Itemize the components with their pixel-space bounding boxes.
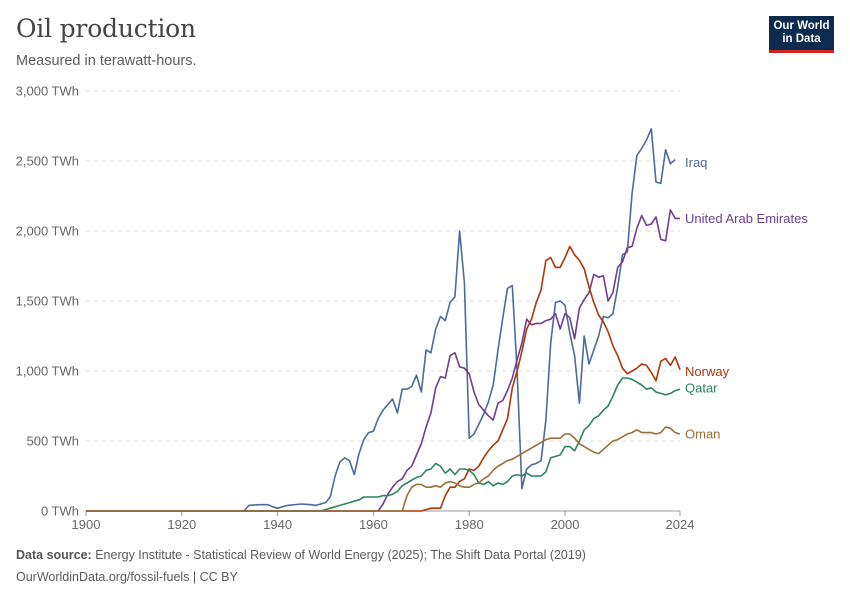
x-tick-label: 1980 <box>455 517 484 532</box>
data-source-footer: Data source: Energy Institute - Statisti… <box>16 548 586 562</box>
series-label-qatar[interactable]: Qatar <box>685 381 718 396</box>
y-tick-label: 0 TWh <box>41 504 79 519</box>
x-tick-label: 1960 <box>359 517 388 532</box>
owid-logo[interactable]: Our World in Data <box>769 16 834 53</box>
y-tick-label: 2,500 TWh <box>16 154 79 169</box>
series-lines <box>86 128 681 512</box>
y-tick-label: 1,500 TWh <box>16 294 79 309</box>
logo-line-1: Our World <box>773 20 830 32</box>
x-axis-tick-labels: 1900 1920 1940 1960 1980 2000 2024 <box>72 517 695 532</box>
y-tick-label: 500 TWh <box>26 434 79 449</box>
series-line-qatar[interactable] <box>86 377 681 512</box>
y-axis-tick-labels: 0 TWh 500 TWh 1,000 TWh 1,500 TWh 2,000 TWh 2… <box>16 84 79 519</box>
data-source-label: Data source: <box>16 548 92 562</box>
x-tick-label: 1900 <box>72 517 101 532</box>
chart-subtitle: Measured in terawatt-hours. <box>16 53 197 69</box>
chart-title: Oil production <box>16 14 196 43</box>
logo-line-2: in Data <box>782 33 821 45</box>
series-label-norway[interactable]: Norway <box>685 364 730 379</box>
x-tick-label: 2024 <box>666 517 695 532</box>
y-tick-label: 1,000 TWh <box>16 364 79 379</box>
series-line-united-arab-emirates[interactable] <box>86 209 680 512</box>
url-license-footer[interactable]: OurWorldinData.org/fossil-fuels | CC BY <box>16 570 238 584</box>
series-labels: Iraq United Arab Emirates Norway Qatar Oman <box>685 155 808 442</box>
series-label-oman[interactable]: Oman <box>685 427 720 442</box>
series-label-iraq[interactable]: Iraq <box>685 155 707 170</box>
series-label-united-arab-emirates[interactable]: United Arab Emirates <box>685 211 808 226</box>
x-tick-label: 2000 <box>551 517 580 532</box>
grid-lines <box>86 90 680 442</box>
series-line-norway[interactable] <box>86 245 681 512</box>
series-line-oman[interactable] <box>86 426 681 512</box>
x-tick-label: 1940 <box>263 517 292 532</box>
series-line-iraq[interactable] <box>86 128 676 512</box>
data-source-text: Energy Institute - Statistical Review of… <box>95 548 586 562</box>
x-tick-label: 1920 <box>167 517 196 532</box>
y-tick-label: 2,000 TWh <box>16 224 79 239</box>
y-tick-label: 3,000 TWh <box>16 84 79 99</box>
